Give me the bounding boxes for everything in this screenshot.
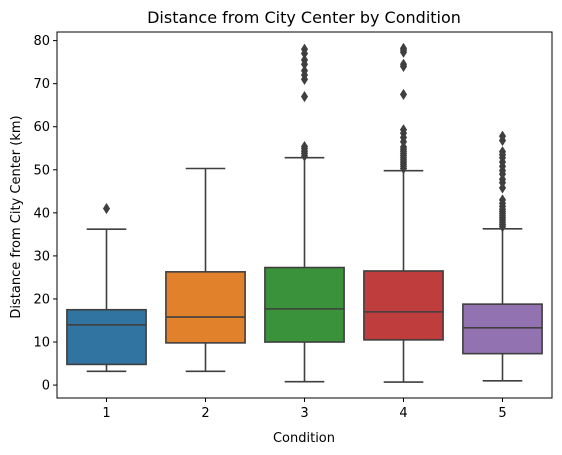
x-tick-label: 4	[399, 406, 407, 421]
outlier-point	[399, 42, 408, 55]
y-axis-label: Distance from City Center (km)	[9, 115, 24, 318]
chart-title: Distance from City Center by Condition	[147, 8, 461, 27]
outlier-point	[399, 88, 408, 101]
y-tick-label: 20	[33, 292, 50, 307]
box-condition-1	[66, 202, 147, 373]
y-tick-label: 0	[42, 379, 50, 394]
outlier-point	[300, 140, 309, 153]
outlier-point	[300, 65, 309, 77]
boxes-group	[66, 42, 543, 383]
outlier-point	[300, 54, 309, 66]
box-iqr	[66, 308, 147, 366]
x-tick-label: 5	[498, 406, 506, 421]
box-iqr	[165, 271, 246, 344]
box-iqr	[462, 303, 543, 355]
box-condition-3	[264, 43, 345, 383]
box-condition-4	[363, 42, 444, 383]
outlier-point	[102, 202, 111, 215]
outlier-point	[399, 124, 408, 136]
y-tick-label: 70	[33, 77, 50, 92]
outlier-point	[498, 194, 507, 206]
x-tick-label: 1	[102, 406, 110, 421]
box-condition-2	[165, 167, 246, 373]
y-tick-label: 40	[33, 206, 50, 221]
outlier-point	[300, 90, 309, 103]
outlier-point	[498, 146, 507, 158]
outlier-point	[300, 43, 309, 55]
box-iqr	[363, 270, 444, 341]
x-axis-label: Condition	[273, 431, 335, 446]
y-tick-label: 30	[33, 249, 50, 264]
y-tick-label: 50	[33, 163, 50, 178]
box-condition-5	[462, 130, 543, 382]
y-axis: 0 10 20 30 40 50 60 70 80	[33, 34, 57, 394]
y-tick-label: 60	[33, 120, 50, 135]
y-tick-label: 10	[33, 336, 50, 351]
y-tick-label: 80	[33, 34, 50, 49]
x-axis: 1 2 3 4 5	[102, 398, 507, 421]
outlier-point	[498, 130, 507, 142]
x-tick-label: 2	[201, 406, 209, 421]
box-iqr	[264, 266, 345, 343]
x-tick-label: 3	[300, 406, 308, 421]
outlier-point	[399, 58, 408, 70]
